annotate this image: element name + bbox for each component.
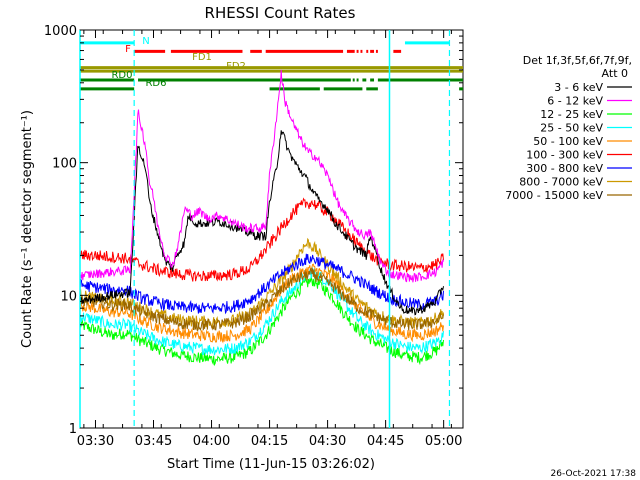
legend-entry-label: 50 - 100 keV (533, 135, 603, 148)
x-tick-label: 04:15 (251, 434, 288, 449)
x-tick-label: 05:00 (425, 434, 462, 449)
x-tick-label: 03:30 (77, 434, 114, 449)
y-tick-label: 10 (60, 289, 77, 304)
flag-label-rd6: RD6 (145, 78, 166, 89)
legend-entry-label: 3 - 6 keV (554, 81, 603, 94)
legend-entry-label: 7000 - 15000 keV (505, 189, 603, 202)
y-tick-label: 1 (69, 422, 77, 437)
flag-label-f: F (125, 44, 131, 55)
y-axis-label: Count Rate (s⁻¹ detector segment⁻¹) (20, 110, 35, 348)
x-tick-label: 04:30 (309, 434, 346, 449)
x-axis-label: Start Time (11-Jun-15 03:26:02) (167, 457, 375, 472)
legend: Det 1f,3f,5f,6f,7f,9f, Att 0 3 - 6 keV6 … (505, 54, 632, 202)
x-tick-label: 04:45 (367, 434, 404, 449)
flag-label-fd1: FD1 (192, 52, 212, 63)
x-tick-label: 04:00 (193, 434, 230, 449)
legend-entry-label: 6 - 12 keV (547, 95, 603, 108)
timestamp: 26-Oct-2021 17:38 (551, 469, 637, 479)
flag-label-n: N (142, 36, 149, 47)
y-tick-label: 1000 (44, 24, 77, 39)
legend-subtitle: Att 0 (602, 67, 628, 80)
flag-label-fd2: FD2 (226, 61, 246, 72)
x-tick-label: 03:45 (135, 434, 172, 449)
chart-title: RHESSI Count Rates (205, 4, 356, 22)
legend-title: Det 1f,3f,5f,6f,7f,9f, (523, 54, 632, 67)
legend-entry-label: 12 - 25 keV (540, 108, 603, 121)
flag-label-rd0: RD0 (111, 70, 132, 81)
instrument-state-flags: NF FD1 FD2 RD0 RD6 (80, 36, 463, 89)
y-tick-label: 100 (52, 157, 77, 172)
legend-entry-label: 100 - 300 keV (526, 149, 603, 162)
legend-entry-label: 25 - 50 keV (540, 122, 603, 135)
legend-entry-label: 800 - 7000 keV (519, 176, 603, 189)
plot-area: NF FD1 FD2 RD0 RD6 03:30 03:45 04:00 04:15 04:30… (44, 24, 463, 449)
legend-entry-label: 300 - 800 keV (526, 162, 603, 175)
